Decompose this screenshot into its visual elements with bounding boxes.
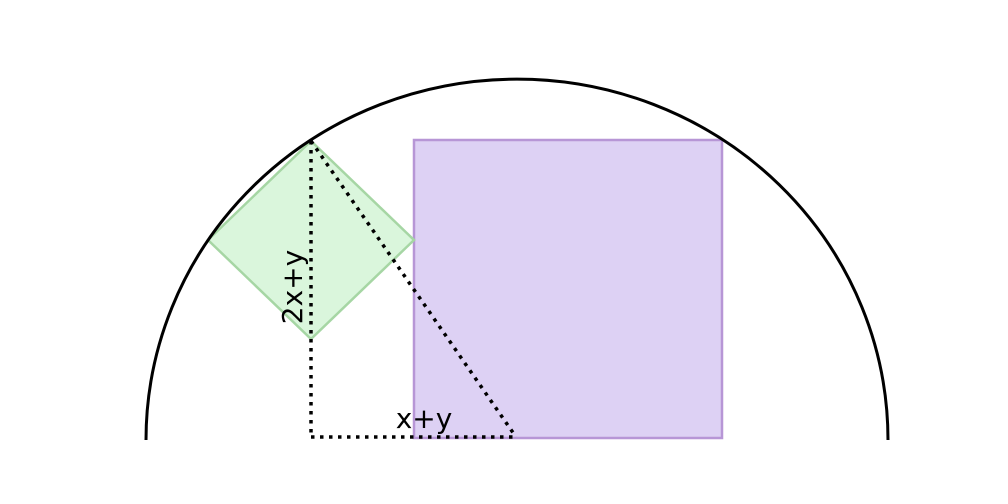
vertical-leg-label: 2x+y bbox=[276, 250, 309, 324]
dotted-hypotenuse bbox=[309, 140, 518, 438]
large-square bbox=[412, 138, 724, 440]
horizontal-leg-label: x+y bbox=[396, 402, 453, 435]
semicircle-arc bbox=[144, 77, 890, 441]
